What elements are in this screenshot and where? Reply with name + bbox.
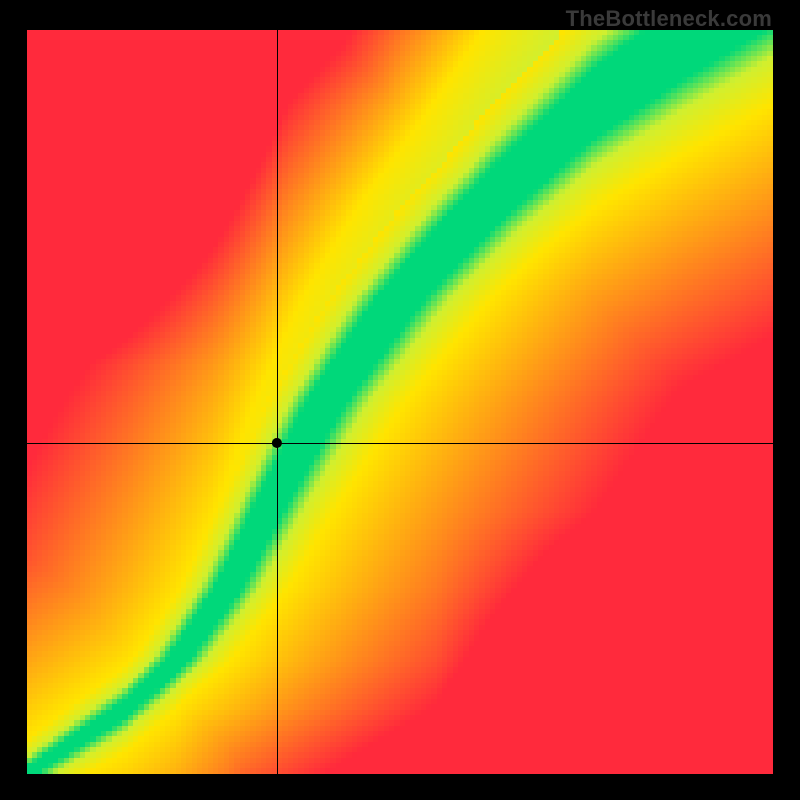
chart-outer: TheBottleneck.com [0, 0, 800, 800]
bottleneck-heatmap [27, 30, 773, 774]
watermark-text: TheBottleneck.com [566, 6, 772, 32]
